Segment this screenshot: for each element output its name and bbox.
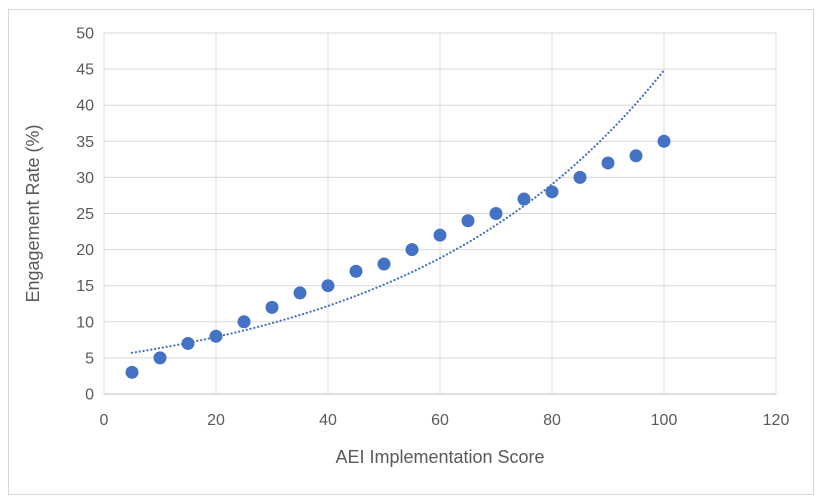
x-tick-label: 120	[763, 412, 790, 429]
y-tick-label: 10	[76, 314, 94, 331]
x-tick-label: 100	[651, 412, 678, 429]
data-point	[489, 207, 503, 220]
y-tick-label: 50	[76, 26, 94, 43]
data-point	[461, 214, 475, 228]
y-tick-label: 0	[85, 387, 94, 404]
x-tick-label: 20	[207, 412, 225, 429]
chart-frame: 0 5 10 15 20 25 30 35 40 45 50 0 20 40 60 80 100 120 AEI …	[8, 9, 814, 495]
data-point	[545, 185, 559, 199]
data-point	[573, 170, 587, 184]
data-point	[405, 243, 419, 257]
data-point	[237, 315, 251, 329]
x-tick-label: 60	[431, 412, 449, 429]
y-tick-label: 15	[76, 278, 94, 295]
data-point	[153, 351, 167, 365]
data-point	[517, 192, 531, 206]
data-point	[377, 257, 391, 271]
y-tick-label: 35	[76, 134, 94, 151]
data-point	[321, 279, 335, 293]
plot-series-group	[125, 69, 671, 379]
gridlines-group	[103, 32, 777, 395]
y-tick-label: 40	[76, 98, 94, 115]
x-tick-label: 80	[543, 412, 561, 429]
data-point	[265, 300, 279, 314]
y-tick-label: 25	[76, 206, 94, 223]
data-point	[657, 134, 671, 148]
data-point	[629, 149, 643, 163]
x-axis-title: AEI Implementation Score	[335, 447, 544, 467]
x-tick-label: 0	[100, 412, 109, 429]
y-tick-label: 20	[76, 242, 94, 259]
data-point	[601, 156, 615, 170]
y-tick-label: 30	[76, 170, 94, 187]
data-point	[181, 336, 195, 350]
trendline	[130, 69, 666, 354]
y-tick-label: 45	[76, 62, 94, 79]
chart-svg: 0 5 10 15 20 25 30 35 40 45 50 0 20 40 60 80 100 120 AEI …	[23, 26, 789, 468]
tick-labels-group: 0 5 10 15 20 25 30 35 40 45 50 0 20 40 60 80 100 120	[76, 26, 789, 430]
data-point	[125, 365, 139, 379]
data-point	[433, 228, 447, 242]
y-tick-label: 5	[85, 350, 94, 367]
data-point	[349, 264, 363, 278]
y-axis-title: Engagement Rate (%)	[23, 124, 43, 302]
data-point	[293, 286, 307, 300]
x-tick-label: 40	[319, 412, 337, 429]
data-point	[209, 329, 223, 343]
